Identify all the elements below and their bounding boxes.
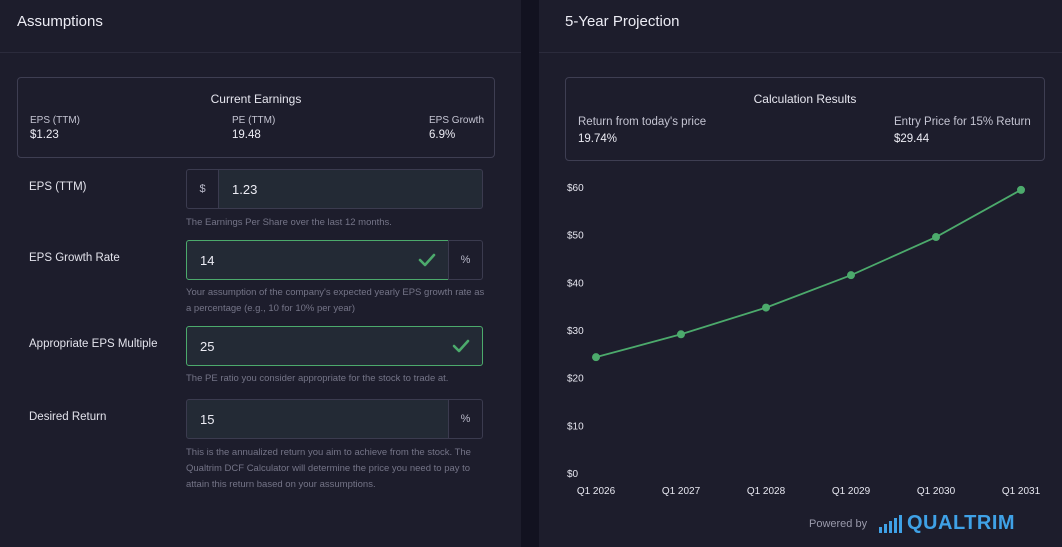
eps-help-text: The Earnings Per Share over the last 12 … <box>186 217 392 228</box>
logo-text: QUALTRIM <box>907 512 1016 534</box>
growth-input-value[interactable]: 14 <box>200 252 215 268</box>
eps-ttm-stat-label: EPS (TTM) <box>30 115 80 126</box>
projection-title: 5-Year Projection <box>539 0 1062 53</box>
y-tick-label: $50 <box>567 231 584 242</box>
multiple-help-text: The PE ratio you consider appropriate fo… <box>186 373 449 384</box>
eps-input-value[interactable]: 1.23 <box>232 181 258 197</box>
return-stat: Return from today's price 19.74% <box>578 116 706 145</box>
eps-growth-stat: EPS Growth 6.9% <box>429 115 484 141</box>
eps-input[interactable]: 1.23 <box>218 169 483 209</box>
eps-field-label: EPS (TTM) <box>29 181 87 193</box>
return-help-text: This is the annualized return you aim to… <box>186 447 471 490</box>
growth-help-text: Your assumption of the company's expecte… <box>186 287 485 314</box>
y-tick-label: $0 <box>567 469 579 480</box>
x-tick-label: Q1 2031 <box>1002 486 1041 497</box>
assumptions-panel: Assumptions Current Earnings EPS (TTM) $… <box>0 0 521 547</box>
eps-ttm-stat-value: $1.23 <box>30 129 59 141</box>
multiple-input[interactable]: 25 <box>186 326 483 366</box>
return-input-value[interactable]: 15 <box>200 411 215 427</box>
y-tick-label: $60 <box>567 183 584 194</box>
qualtrim-logo[interactable]: QUALTRIM <box>879 513 1015 533</box>
projection-panel: 5-Year Projection Calculation Results Re… <box>539 0 1062 547</box>
eps-ttm-stat: EPS (TTM) $1.23 <box>30 115 80 141</box>
data-point[interactable] <box>762 303 770 312</box>
x-tick-label: Q1 2027 <box>662 486 701 497</box>
data-point[interactable] <box>677 330 685 339</box>
checkmark-icon <box>418 253 436 267</box>
x-tick-label: Q1 2030 <box>917 486 956 497</box>
series-line <box>595 189 1022 359</box>
powered-by-text: Powered by <box>809 518 868 530</box>
data-point[interactable] <box>932 233 940 242</box>
y-tick-label: $20 <box>567 374 584 385</box>
x-tick-label: Q1 2026 <box>577 486 616 497</box>
calculation-results-card: Calculation Results Return from today's … <box>565 77 1045 161</box>
y-tick-label: $10 <box>567 421 584 432</box>
data-point[interactable] <box>847 271 855 280</box>
data-point[interactable] <box>592 353 600 362</box>
eps-dollar-prefix: $ <box>186 169 219 209</box>
multiple-input-value[interactable]: 25 <box>200 338 215 354</box>
checkmark-icon <box>452 339 470 353</box>
growth-percent-suffix: % <box>448 240 483 280</box>
x-tick-label: Q1 2028 <box>747 486 786 497</box>
return-stat-label: Return from today's price <box>578 116 707 128</box>
x-tick-label: Q1 2029 <box>832 486 871 497</box>
calculation-results-title: Calculation Results <box>753 92 857 106</box>
return-percent-suffix: % <box>448 399 483 439</box>
pe-ttm-stat-value: 19.48 <box>232 129 261 141</box>
eps-growth-stat-value: 6.9% <box>429 129 456 141</box>
entry-price-stat-label: Entry Price for 15% Return <box>894 116 1031 128</box>
growth-input[interactable]: 14 <box>186 240 449 280</box>
logo-bars-icon <box>879 513 902 533</box>
y-tick-label: $40 <box>567 278 584 289</box>
entry-price-stat: Entry Price for 15% Return $29.44 <box>894 116 1031 145</box>
return-input[interactable]: 15 <box>186 399 449 439</box>
growth-field-label: EPS Growth Rate <box>29 252 120 264</box>
pe-ttm-stat: PE (TTM) 19.48 <box>232 115 275 141</box>
assumptions-title: Assumptions <box>0 0 521 53</box>
y-tick-label: $30 <box>567 326 584 337</box>
return-field-label: Desired Return <box>29 411 107 423</box>
current-earnings-title: Current Earnings <box>210 92 302 106</box>
data-point[interactable] <box>1017 185 1025 194</box>
return-stat-value: 19.74% <box>578 133 618 145</box>
current-earnings-card: Current Earnings EPS (TTM) $1.23 PE (TTM… <box>17 77 495 158</box>
multiple-field-label: Appropriate EPS Multiple <box>29 338 158 350</box>
pe-ttm-stat-label: PE (TTM) <box>232 115 276 126</box>
eps-growth-stat-label: EPS Growth <box>429 115 485 126</box>
entry-price-stat-value: $29.44 <box>894 133 930 145</box>
